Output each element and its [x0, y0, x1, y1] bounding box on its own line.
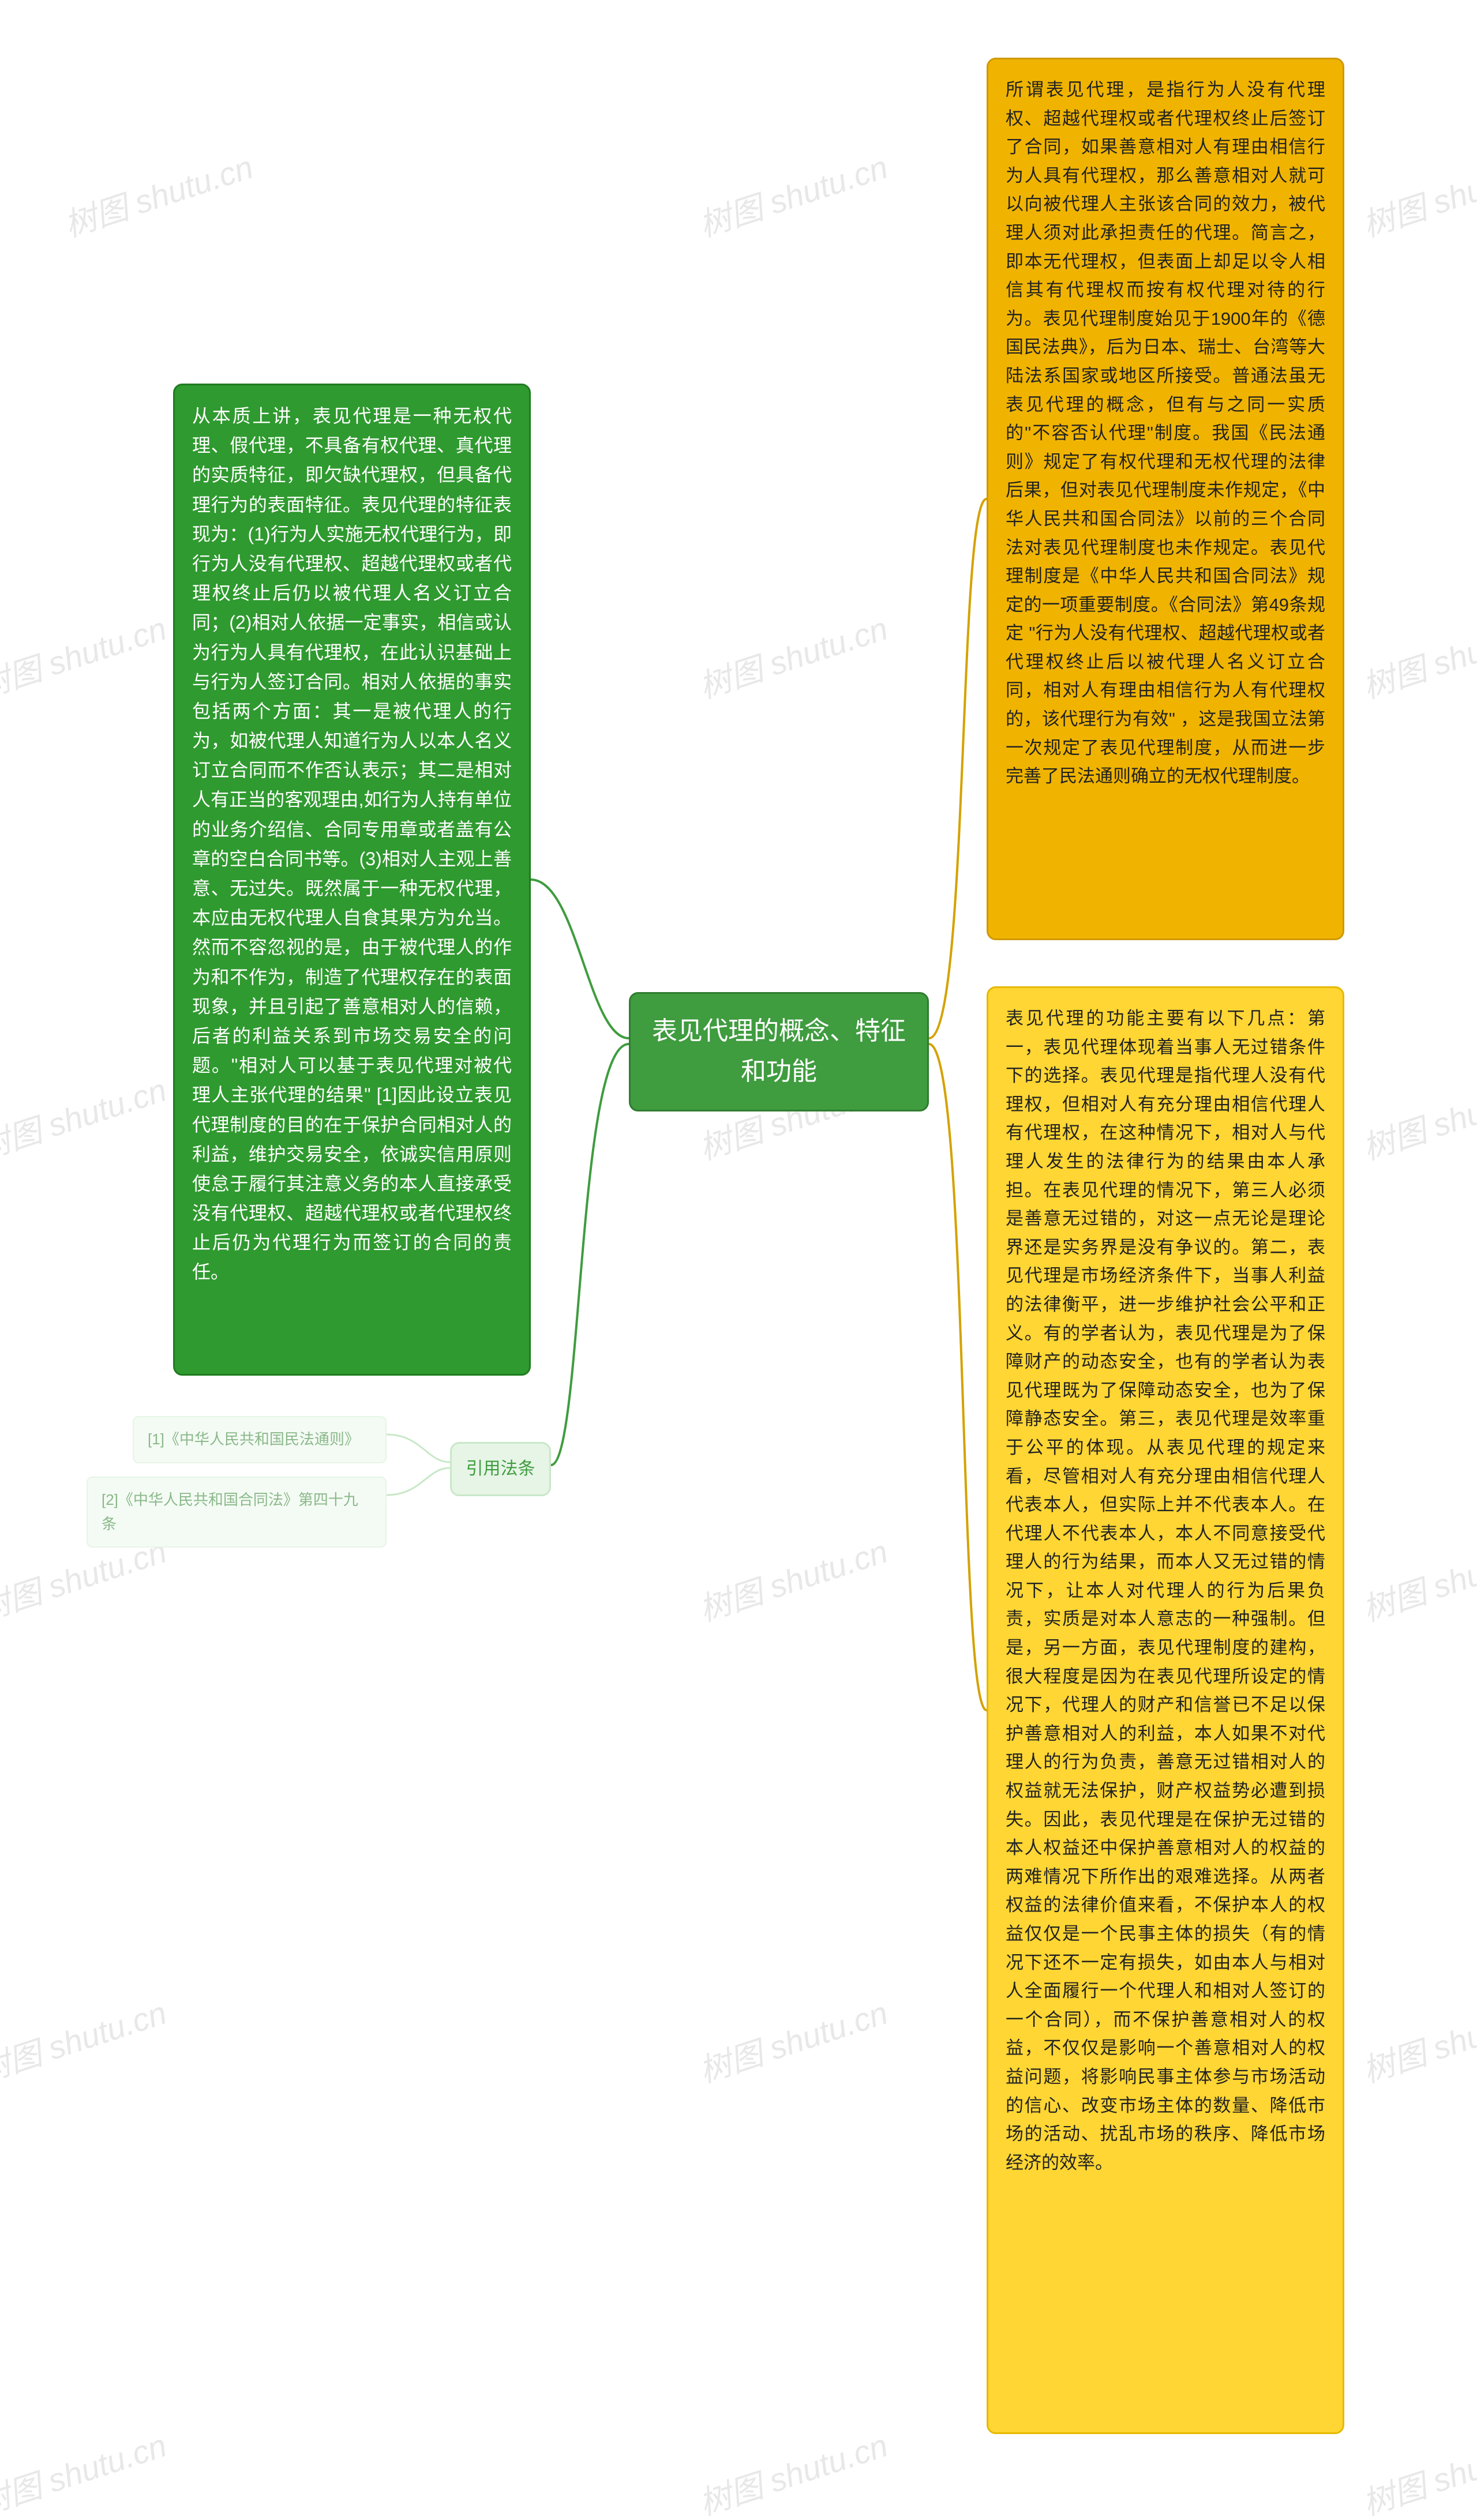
watermark: 树图 shutu.cn	[1356, 2420, 1477, 2520]
center-root-node[interactable]: 表见代理的概念、特征和功能	[629, 992, 929, 1111]
function-node[interactable]: 表见代理的功能主要有以下几点：第一，表见代理体现着当事人无过错条件下的选择。表见…	[987, 986, 1344, 2434]
watermark: 树图 shutu.cn	[0, 1987, 172, 2092]
watermark: 树图 shutu.cn	[58, 141, 258, 246]
watermark: 树图 shutu.cn	[1356, 1526, 1477, 1631]
citation-item-2[interactable]: [2]《中华人民共和国合同法》第四十九条	[87, 1477, 387, 1548]
watermark: 树图 shutu.cn	[692, 603, 893, 708]
watermark: 树图 shutu.cn	[0, 1064, 172, 1169]
watermark: 树图 shutu.cn	[692, 2420, 893, 2520]
characteristics-node[interactable]: 从本质上讲，表见代理是一种无权代理、假代理，不具备有权代理、真代理的实质特征，即…	[173, 384, 531, 1376]
mindmap-canvas: 树图 shutu.cn 树图 shutu.cn 树图 shutu.cn 树图 s…	[0, 0, 1477, 2520]
watermark: 树图 shutu.cn	[1356, 141, 1477, 246]
watermark: 树图 shutu.cn	[0, 2420, 172, 2520]
citation-item-1[interactable]: [1]《中华人民共和国民法通则》	[133, 1416, 387, 1463]
watermark: 树图 shutu.cn	[692, 1526, 893, 1631]
watermark: 树图 shutu.cn	[692, 141, 893, 246]
concept-node[interactable]: 所谓表见代理，是指行为人没有代理权、超越代理权或者代理权终止后签订了合同，如果善…	[987, 58, 1344, 940]
watermark: 树图 shutu.cn	[1356, 1987, 1477, 2092]
watermark: 树图 shutu.cn	[0, 603, 172, 708]
watermark: 树图 shutu.cn	[692, 1987, 893, 2092]
watermark: 树图 shutu.cn	[1356, 1064, 1477, 1169]
watermark: 树图 shutu.cn	[1356, 603, 1477, 708]
citation-parent-node[interactable]: 引用法条	[450, 1442, 551, 1496]
